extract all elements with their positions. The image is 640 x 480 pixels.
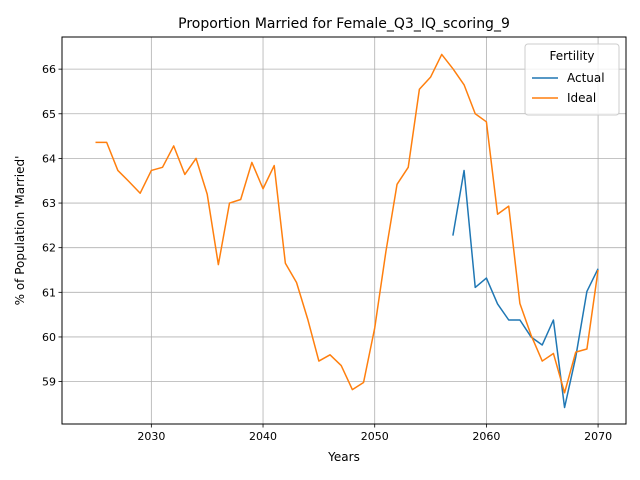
y-tick-label: 63	[42, 197, 56, 210]
y-tick-label: 64	[42, 152, 56, 165]
series-line-ideal	[95, 53, 599, 394]
legend-items: Actual Ideal	[532, 71, 605, 105]
y-tick-label: 62	[42, 242, 56, 255]
grid-lines	[62, 37, 626, 424]
y-tick-label: 61	[42, 286, 56, 299]
series-line-actual	[452, 169, 599, 409]
series-lines	[95, 53, 599, 409]
legend: Fertility Actual Ideal	[524, 43, 620, 116]
y-tick-label: 65	[42, 108, 56, 121]
legend-label-actual: Actual	[567, 71, 605, 85]
y-axis-label: % of Population 'Married'	[13, 156, 27, 306]
x-tick-label: 2060	[472, 430, 500, 443]
plot-frame	[61, 36, 627, 425]
y-tick-label: 66	[42, 63, 56, 76]
x-tick-label: 2050	[361, 430, 389, 443]
x-tick-label: 2040	[249, 430, 277, 443]
y-tick-label: 60	[42, 331, 56, 344]
x-axis-label: Years	[327, 450, 360, 464]
x-tick-label: 2030	[137, 430, 165, 443]
legend-label-ideal: Ideal	[567, 91, 596, 105]
axis-ticks: 2030 2040 2050 2060 2070 59 60 61 62 63 64 65 66	[42, 63, 612, 443]
chart-title: Proportion Married for Female_Q3_IQ_scor…	[178, 16, 510, 32]
x-tick-label: 2070	[584, 430, 612, 443]
y-tick-label: 59	[42, 376, 56, 389]
legend-title: Fertility	[549, 49, 594, 63]
